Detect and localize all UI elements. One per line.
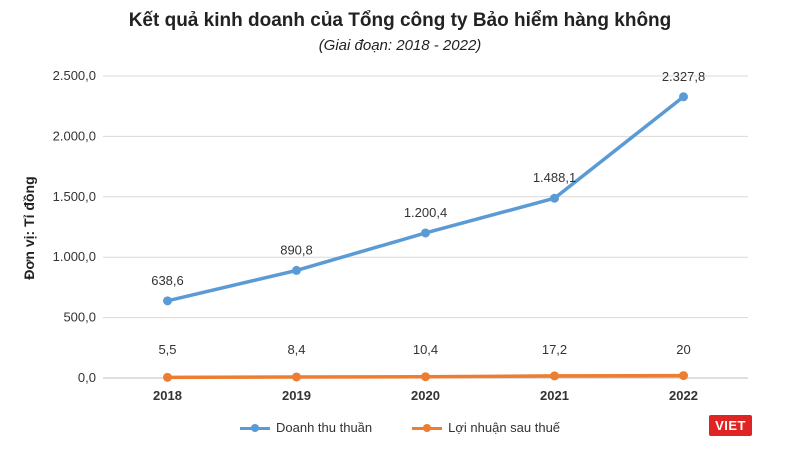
- legend-label-profit: Lợi nhuận sau thuế: [448, 420, 561, 435]
- data-point: [679, 371, 688, 381]
- data-point: [163, 296, 172, 306]
- x-tick-label: 2020: [411, 388, 440, 403]
- data-point: [421, 372, 430, 382]
- data-point: [292, 372, 301, 382]
- y-tick-label: 1.000,0: [53, 249, 96, 264]
- y-tick-label: 1.500,0: [53, 189, 96, 204]
- chart-title: Kết quả kinh doanh của Tổng công ty Bảo …: [128, 10, 672, 31]
- y-tick-label: 2.500,0: [53, 68, 96, 83]
- y-axis-label: Đơn vị: Tỉ đồng: [21, 176, 37, 279]
- data-label: 1.200,4: [404, 205, 447, 220]
- data-label: 638,6: [151, 273, 184, 288]
- series-line: [167, 95, 685, 303]
- chart-subtitle: (Giai đoạn: 2018 - 2022): [318, 37, 482, 54]
- data-point: [550, 193, 559, 203]
- x-axis-ticks: 2018 2019 2020 2021 2022: [153, 388, 698, 403]
- legend-swatch-revenue: [240, 422, 270, 434]
- data-point: [163, 372, 172, 382]
- x-tick-label: 2019: [282, 388, 311, 403]
- data-label: 8,4: [287, 342, 305, 357]
- vietnamnet-logo: VIET: [709, 415, 752, 436]
- legend-item-revenue: Doanh thu thuần: [240, 420, 372, 435]
- data-label: 20: [676, 342, 690, 357]
- x-tick-label: 2018: [153, 388, 182, 403]
- data-point: [550, 371, 559, 381]
- legend-swatch-profit: [412, 422, 443, 434]
- y-tick-label: 2.000,0: [53, 128, 96, 143]
- y-tick-label: 0,0: [78, 370, 96, 385]
- series-group: 638,6 890,8 1.200,4 1.488,1 2.327,8 5,5 8,4 10,…: [151, 69, 705, 382]
- legend: Doanh thu thuần Lợi nhuận sau thuế: [240, 420, 560, 435]
- x-tick-label: 2022: [669, 388, 698, 403]
- data-label: 890,8: [280, 242, 313, 257]
- legend-item-profit: Lợi nhuận sau thuế: [412, 420, 560, 435]
- data-point: [421, 228, 430, 238]
- data-point: [292, 265, 301, 275]
- data-point: [679, 92, 688, 102]
- y-tick-label: 500,0: [63, 310, 96, 325]
- data-label: 5,5: [158, 342, 176, 357]
- data-label: 2.327,8: [662, 69, 705, 84]
- data-label: 1.488,1: [533, 170, 576, 185]
- legend-label-revenue: Doanh thu thuần: [276, 420, 373, 435]
- data-label: 10,4: [413, 342, 438, 357]
- y-axis-ticks: 0,0 500,0 1.000,0 1.500,0 2.000,0 2.500,0: [53, 68, 96, 385]
- data-label: 17,2: [542, 342, 567, 357]
- x-tick-label: 2021: [540, 388, 569, 403]
